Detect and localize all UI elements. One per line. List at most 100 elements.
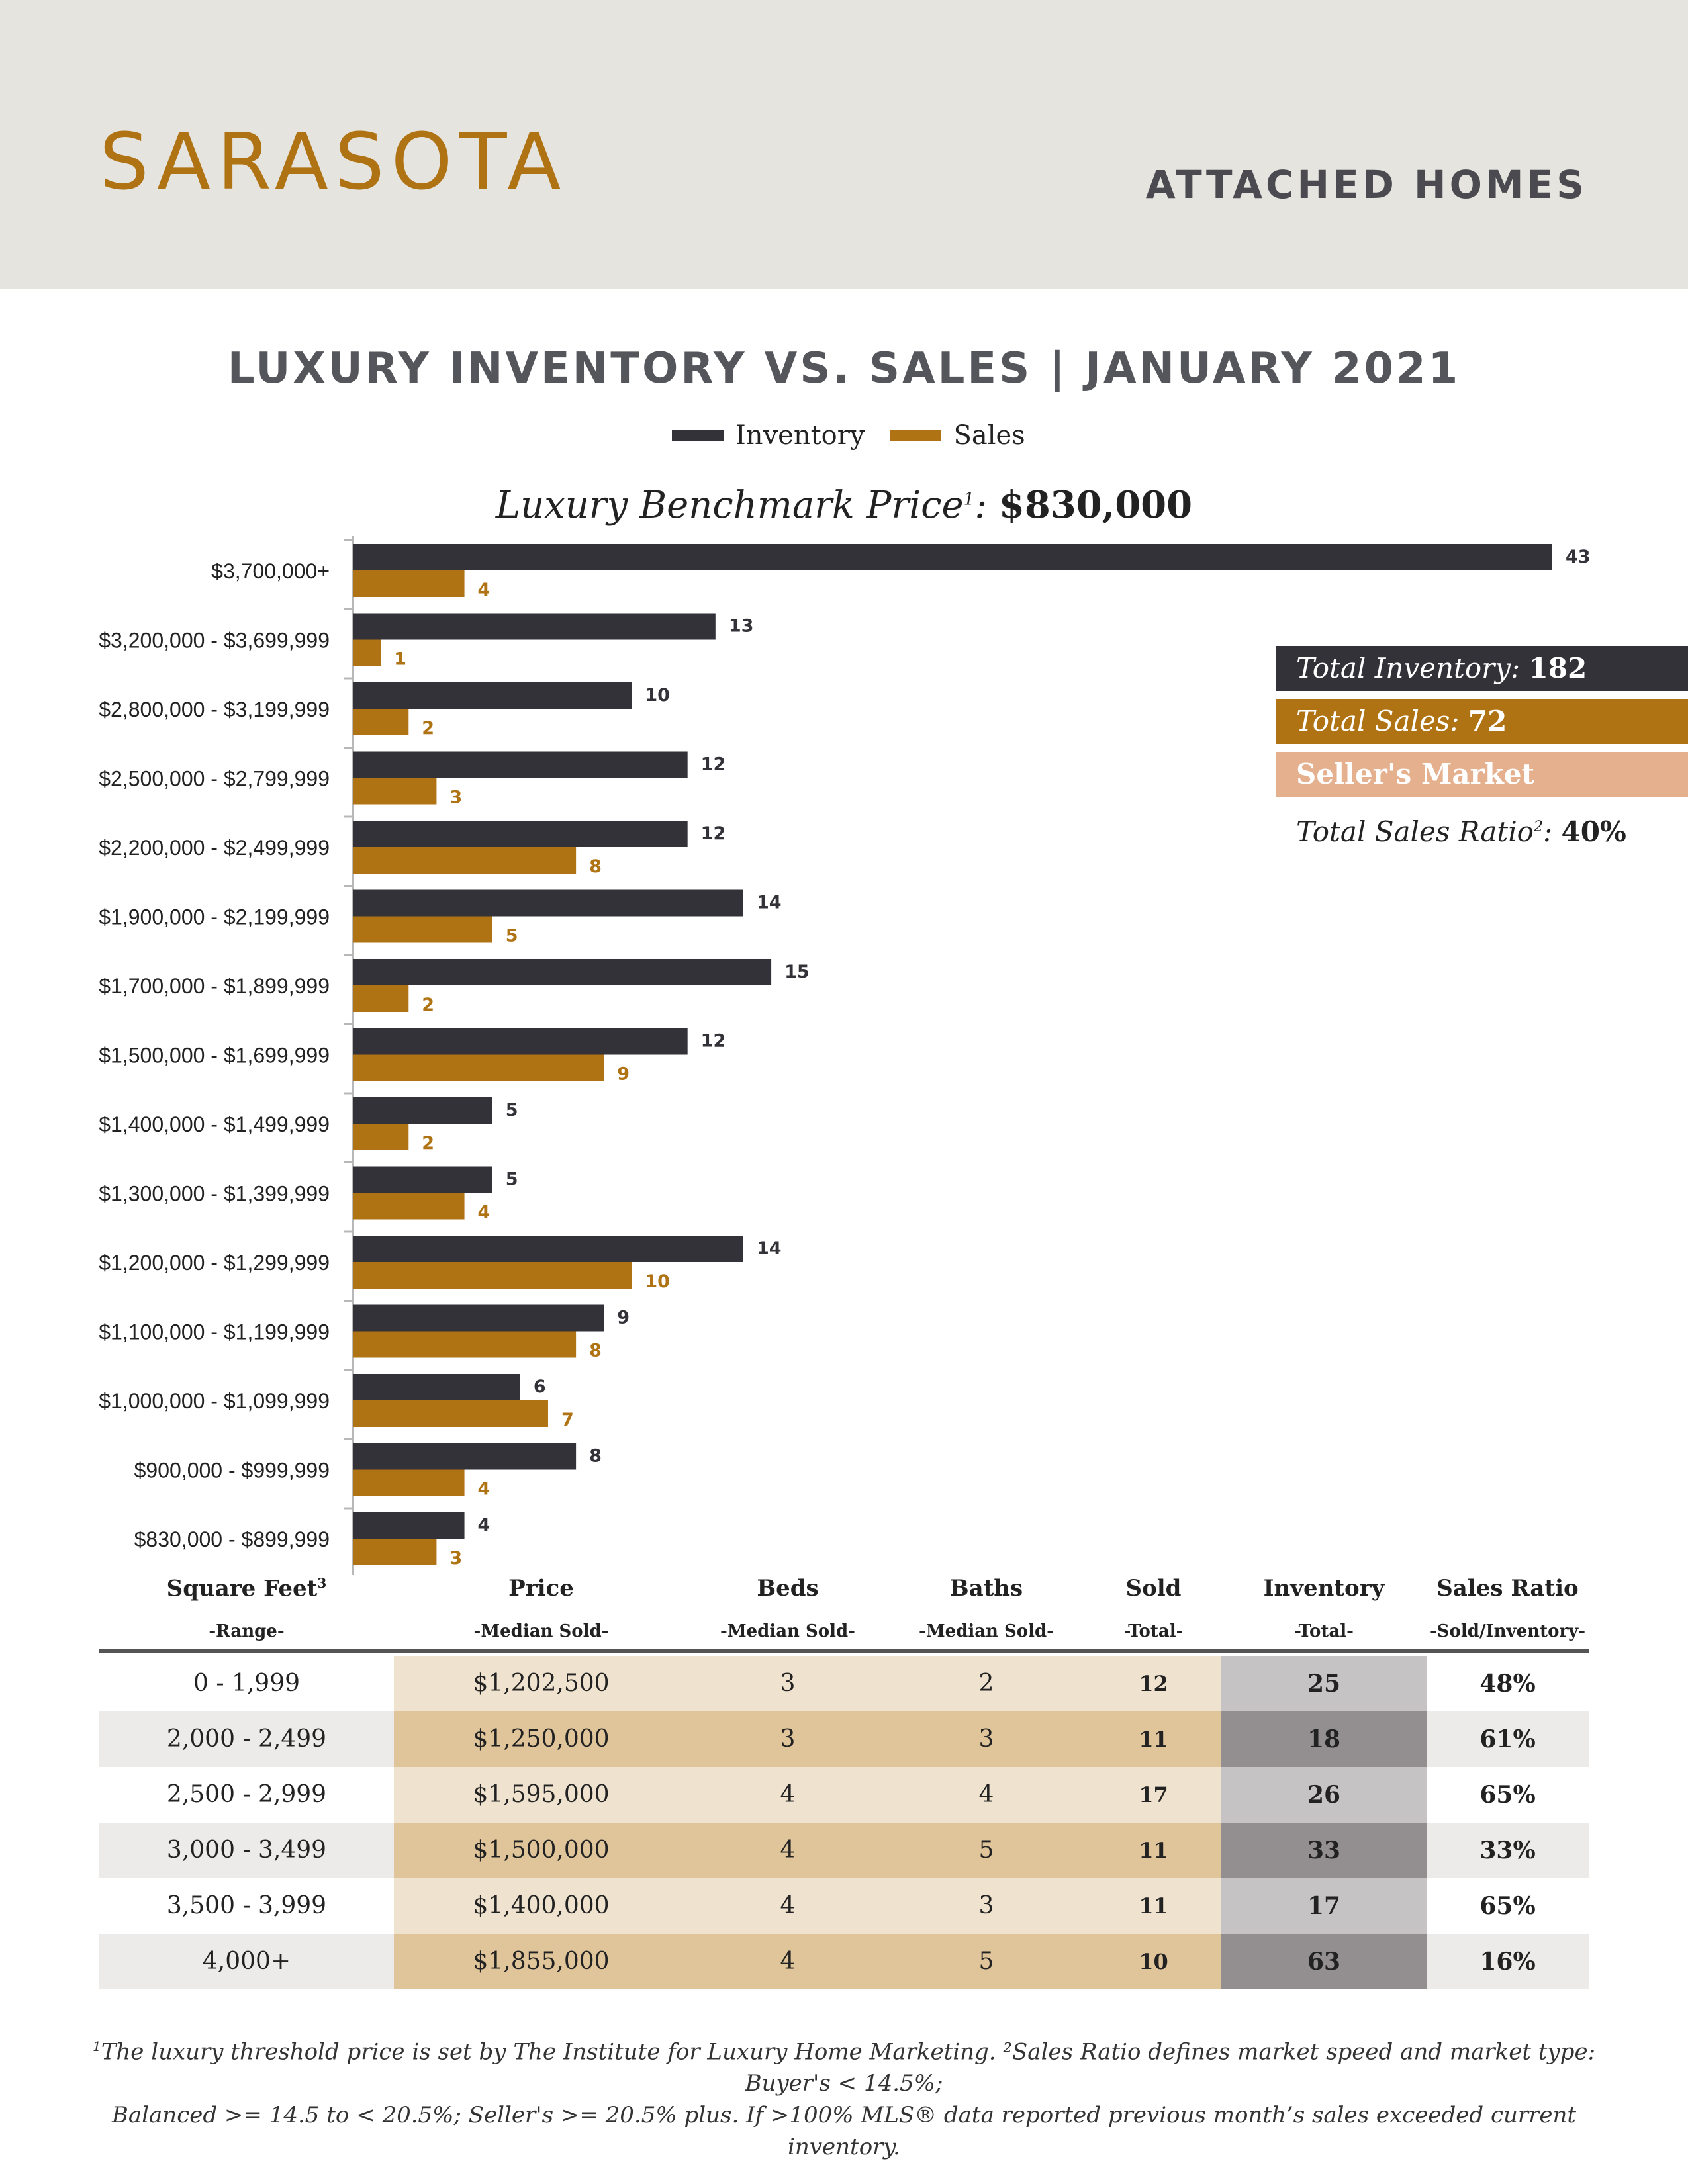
table-row: 3,000 - 3,499 $1,500,000 4 5 11 33 33% xyxy=(99,1823,1589,1878)
category-label: $2,500,000 - $2,799,999 xyxy=(99,767,330,791)
legend-swatch-inventory xyxy=(672,430,724,441)
cell-sqft: 3,000 - 3,499 xyxy=(99,1823,394,1878)
header-sold: Sold xyxy=(1086,1575,1221,1615)
market-type-label: Seller's Market xyxy=(1296,758,1534,790)
sales-bar xyxy=(353,1124,409,1150)
inventory-bar xyxy=(353,1512,465,1539)
inventory-data-label: 6 xyxy=(534,1377,546,1397)
inventory-bar xyxy=(353,1374,520,1400)
sales-bar xyxy=(353,1400,548,1427)
cell-sqft: 2,000 - 2,499 xyxy=(99,1711,394,1767)
cell-inventory: 18 xyxy=(1221,1711,1427,1767)
total-sales-label: Total Sales: xyxy=(1296,705,1460,737)
cell-beds: 4 xyxy=(688,1934,887,1989)
cell-ratio: 16% xyxy=(1427,1934,1589,1989)
header-sqft-label: Square Feet xyxy=(166,1575,318,1602)
benchmark-label: Luxury Benchmark Price xyxy=(495,484,964,527)
header-sold-label: Sold xyxy=(1125,1575,1182,1602)
legend-item-sales: Sales xyxy=(890,420,1025,451)
sales-data-label: 4 xyxy=(478,1203,491,1223)
inventory-bar xyxy=(353,544,1552,570)
category-label: $2,200,000 - $2,499,999 xyxy=(99,836,330,860)
header-inventory: Inventory xyxy=(1221,1575,1427,1615)
sales-bar xyxy=(353,570,465,597)
cell-sold: 11 xyxy=(1086,1823,1221,1878)
footnote-line-2: Balanced >= 14.5 to < 20.5%; Seller's >=… xyxy=(111,2102,1577,2161)
sales-bar xyxy=(353,1054,604,1081)
property-type-title: ATTACHED HOMES xyxy=(1145,162,1587,207)
category-label: $900,000 - $999,999 xyxy=(134,1459,330,1482)
cell-sqft: 4,000+ xyxy=(99,1934,394,1989)
inventory-data-label: 9 xyxy=(617,1308,630,1328)
inventory-data-label: 43 xyxy=(1566,547,1591,567)
table-subheader-row: -Range- -Median Sold- -Median Sold- -Median… xyxy=(99,1621,1589,1648)
header-sqft: Square Feet3 xyxy=(99,1575,394,1615)
header-banner: SARASOTA ATTACHED HOMES xyxy=(0,0,1688,289)
cell-sqft: 2,500 - 2,999 xyxy=(99,1767,394,1823)
cell-sold: 10 xyxy=(1086,1934,1221,1989)
header-beds: Beds xyxy=(688,1575,887,1615)
sales-data-label: 2 xyxy=(422,995,434,1015)
sales-bar xyxy=(353,985,409,1012)
cell-baths: 5 xyxy=(887,1934,1086,1989)
inventory-data-label: 5 xyxy=(506,1100,518,1120)
total-inventory-box: Total Inventory: 182 xyxy=(1276,646,1688,691)
sales-data-label: 10 xyxy=(645,1271,670,1292)
inventory-bar xyxy=(353,613,716,640)
chart-title: LUXURY INVENTORY VS. SALES | JANUARY 202… xyxy=(227,344,1461,393)
sales-data-label: 3 xyxy=(449,1548,462,1569)
header-price-label: Price xyxy=(508,1575,574,1602)
cell-sold: 17 xyxy=(1086,1767,1221,1823)
footnote-mark: 1 xyxy=(92,2038,101,2054)
cell-inventory: 17 xyxy=(1221,1878,1427,1934)
bar-chart: $3,700,000+434$3,200,000 - $3,699,999131… xyxy=(99,536,1591,1575)
sales-bar xyxy=(353,639,381,666)
subheader-sqft: -Range- xyxy=(209,1621,285,1641)
cell-baths: 5 xyxy=(887,1823,1086,1878)
sales-bar xyxy=(353,847,577,874)
inventory-data-label: 12 xyxy=(701,754,726,775)
cell-sold: 11 xyxy=(1086,1878,1221,1934)
sales-bar xyxy=(353,1469,465,1496)
header-inventory-label: Inventory xyxy=(1263,1575,1385,1602)
subheader-baths: -Median Sold- xyxy=(919,1621,1054,1641)
cell-ratio: 61% xyxy=(1427,1711,1589,1767)
sales-data-label: 7 xyxy=(561,1410,574,1430)
header-baths-label: Baths xyxy=(949,1575,1023,1602)
inventory-data-label: 4 xyxy=(478,1515,491,1535)
inventory-data-label: 10 xyxy=(645,685,670,705)
inventory-bar xyxy=(353,889,743,917)
inventory-data-label: 12 xyxy=(701,823,726,844)
sales-data-label: 4 xyxy=(478,580,491,600)
inventory-bar xyxy=(353,751,688,778)
table-row: 3,500 - 3,999 $1,400,000 4 3 11 17 65% xyxy=(99,1878,1589,1934)
sales-bar xyxy=(353,916,492,943)
cell-ratio: 48% xyxy=(1427,1656,1589,1711)
category-label: $3,200,000 - $3,699,999 xyxy=(99,629,330,653)
sales-data-label: 2 xyxy=(422,1133,434,1154)
sales-bar xyxy=(353,1262,632,1289)
sales-data-label: 4 xyxy=(478,1479,491,1500)
category-label: $1,300,000 - $1,399,999 xyxy=(99,1182,330,1206)
market-type-box: Seller's Market xyxy=(1276,752,1688,797)
table-header-rule xyxy=(99,1649,1589,1653)
sales-data-label: 8 xyxy=(589,1341,602,1361)
subheader-beds: -Median Sold- xyxy=(720,1621,855,1641)
sales-data-label: 2 xyxy=(422,718,434,739)
city-title: SARASOTA xyxy=(99,116,568,207)
chart-legend: Inventory Sales xyxy=(672,417,1051,454)
benchmark-colon: : xyxy=(974,484,999,527)
cell-baths: 3 xyxy=(887,1711,1086,1767)
legend-label-sales: Sales xyxy=(953,420,1025,451)
cell-baths: 2 xyxy=(887,1656,1086,1711)
header-ratio: Sales Ratio xyxy=(1427,1575,1589,1615)
cell-beds: 4 xyxy=(688,1767,887,1823)
category-label: $1,500,000 - $1,699,999 xyxy=(99,1044,330,1068)
header-beds-label: Beds xyxy=(757,1575,819,1602)
cell-sold: 12 xyxy=(1086,1656,1221,1711)
sales-ratio-label: Total Sales Ratio xyxy=(1296,815,1534,848)
inventory-bar xyxy=(353,1304,604,1332)
category-label: $3,700,000+ xyxy=(211,559,330,583)
cell-beds: 3 xyxy=(688,1711,887,1767)
category-label: $830,000 - $899,999 xyxy=(134,1527,330,1551)
